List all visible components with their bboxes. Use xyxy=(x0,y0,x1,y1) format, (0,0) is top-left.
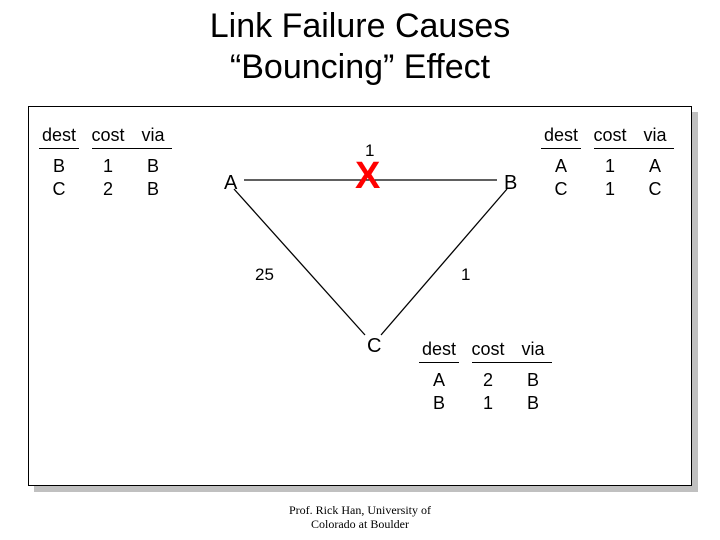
footer-line-1: Prof. Rick Han, University of xyxy=(289,503,431,517)
link-failure-x-icon: X xyxy=(355,155,380,198)
edge-label-ac: 25 xyxy=(255,265,274,285)
title-line-2: “Bouncing” Effect xyxy=(230,48,490,86)
node-b: B xyxy=(504,172,517,195)
edge-ac xyxy=(234,189,365,335)
title-line-1: Link Failure Causes xyxy=(210,7,510,45)
node-c: C xyxy=(367,335,381,358)
edge-bc xyxy=(381,189,507,335)
diagram-frame: dest cost via B 1 B C 2 B dest cost via xyxy=(28,106,692,486)
footer-credit: Prof. Rick Han, University of Colorado a… xyxy=(0,504,720,532)
page-title: Link Failure Causes “Bouncing” Effect xyxy=(0,0,720,88)
edge-label-bc: 1 xyxy=(461,265,470,285)
footer-line-2: Colorado at Boulder xyxy=(311,517,409,531)
node-a: A xyxy=(224,172,237,195)
